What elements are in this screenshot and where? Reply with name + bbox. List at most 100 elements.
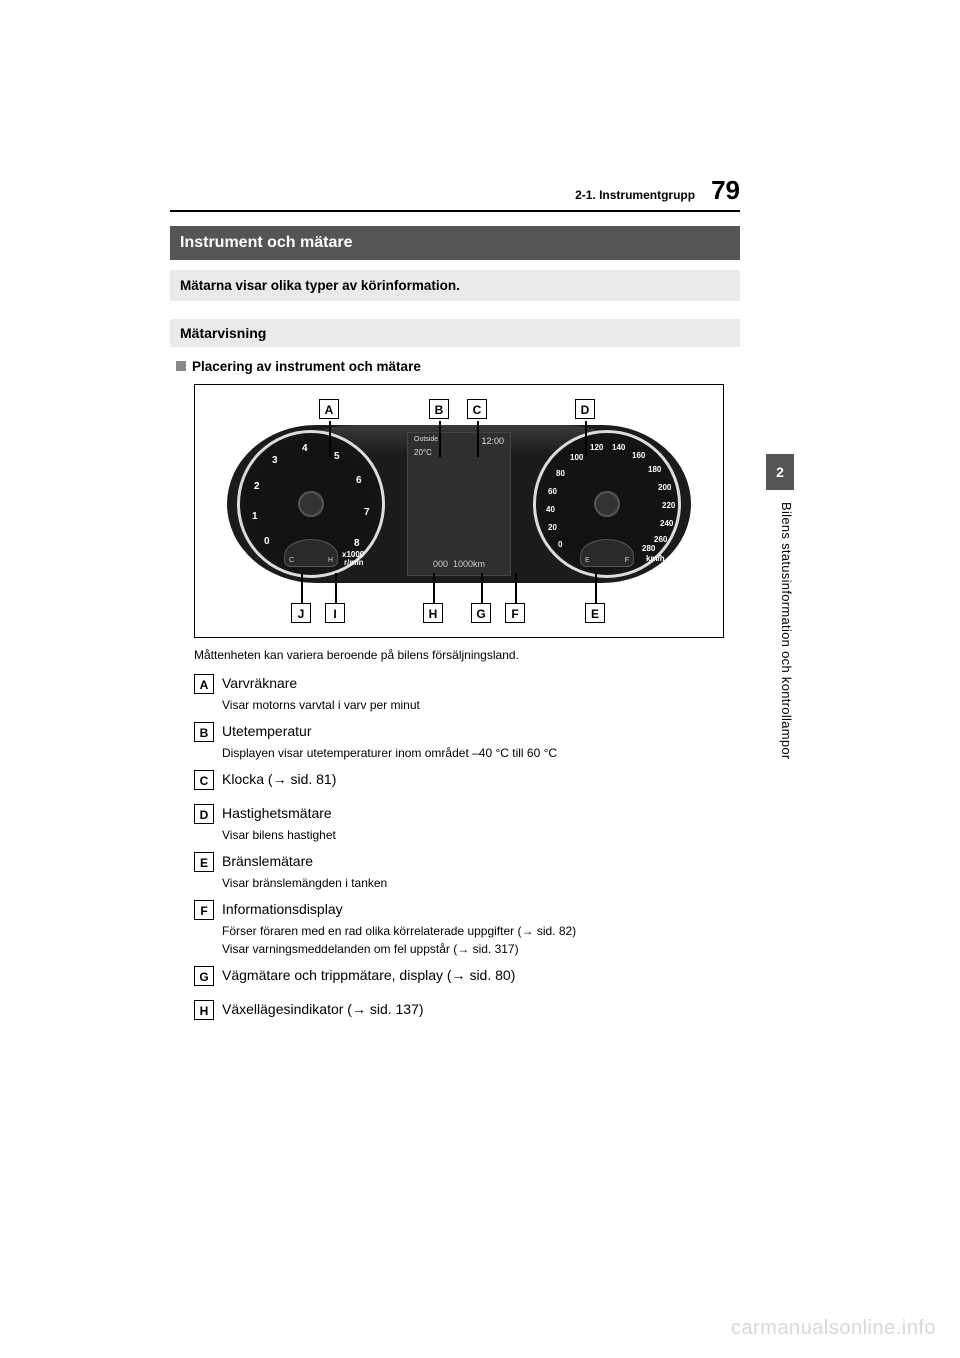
legend-desc: Displayen visar utetemperaturer inom omr…: [222, 746, 740, 760]
speed-tick: 220: [662, 501, 675, 510]
speed-tick: 80: [556, 469, 565, 478]
callout-leader: [585, 421, 587, 457]
legend-item: BUtetemperatur: [194, 722, 740, 742]
speed-tick: 200: [658, 483, 671, 492]
odometer: 000 1000km: [408, 559, 510, 569]
center-clock: 12:00: [481, 436, 504, 446]
odo-unit: 1000km: [453, 559, 485, 569]
legend-label: Hastighetsmätare: [222, 804, 332, 821]
legend-item: C Klocka (→ sid. 81): [194, 770, 740, 790]
legend-item: G Vägmätare och trippmätare, display (→ s…: [194, 966, 740, 986]
callout-leader: [481, 573, 483, 603]
fuel-gauge: E F: [580, 539, 634, 567]
legend-item: A Varvräknare: [194, 674, 740, 694]
legend-label: Utetemperatur: [222, 722, 311, 739]
callout-box: D: [575, 399, 595, 419]
watermark: carmanualsonline.info: [731, 1317, 936, 1340]
tacho-tick: 3: [272, 455, 278, 466]
dial-knob: [298, 491, 324, 517]
tacho-tick: 8: [354, 538, 360, 549]
callout-leader: [335, 573, 337, 603]
legend-desc: Visar motorns varvtal i varv per minut: [222, 698, 740, 712]
legend-desc: Visar bränslemängden i tanken: [222, 876, 740, 890]
legend-id-box: D: [194, 804, 214, 824]
tacho-tick: 7: [364, 507, 370, 518]
tacho-tick: 4: [302, 443, 308, 454]
tacho-tick: 0: [264, 536, 270, 547]
callout-box: H: [423, 603, 443, 623]
content-column: 2-1. Instrumentgrupp 79 Instrument och m…: [170, 175, 740, 1034]
instrument-cluster-figure: Outside 12:00 20°C 000 1000km C H: [207, 397, 711, 627]
callout-box: A: [319, 399, 339, 419]
callout-box: I: [325, 603, 345, 623]
odo-value: 000: [433, 559, 448, 569]
tacho-tick: 1: [252, 511, 258, 522]
legend-label: Informationsdisplay: [222, 900, 343, 917]
chapter-title-vertical: Bilens statusinformation och kontrollamp…: [766, 502, 794, 760]
outside-label: Outside: [414, 436, 438, 446]
dial-knob: [594, 491, 620, 517]
legend-desc: Visar bilens hastighet: [222, 828, 740, 842]
callout-leader: [329, 421, 331, 457]
bullet-square-icon: [176, 361, 186, 371]
legend-label: Bränslemätare: [222, 852, 313, 869]
legend-id-box: G: [194, 966, 214, 986]
callout-leader: [433, 573, 435, 603]
legend-id-box: E: [194, 852, 214, 872]
callout-box: F: [505, 603, 525, 623]
subsection-title: Mätarvisning: [170, 319, 740, 347]
section-title: Instrument och mätare: [170, 226, 740, 260]
callout-box: G: [471, 603, 491, 623]
legend-label: Vägmätare och trippmätare, display (→ si…: [222, 966, 515, 983]
figure-heading: Placering av instrument och mätare: [176, 359, 740, 374]
speed-tick: 180: [648, 465, 661, 474]
callout-leader: [301, 573, 303, 603]
tacho-tick: 5: [334, 451, 340, 462]
tacho-tick: 2: [254, 481, 260, 492]
speed-tick: 160: [632, 451, 645, 460]
page-header: 2-1. Instrumentgrupp 79: [170, 175, 740, 206]
figure-frame: Outside 12:00 20°C 000 1000km C H: [194, 384, 724, 638]
outside-temp: 20°C: [408, 445, 510, 460]
center-display: Outside 12:00 20°C 000 1000km: [407, 432, 511, 576]
legend-id-box: A: [194, 674, 214, 694]
legend-desc: Förser föraren med en rad olika körrelat…: [222, 924, 740, 938]
speed-tick: 40: [546, 505, 555, 514]
legend-id-box: H: [194, 1000, 214, 1020]
legend-id-box: F: [194, 900, 214, 920]
figure-note: Måttenheten kan variera beroende på bile…: [194, 648, 740, 662]
legend-id-box: C: [194, 770, 214, 790]
chapter-tab: 2: [766, 454, 794, 490]
speed-unit: km/h: [646, 554, 665, 563]
legend-label: Klocka (→ sid. 81): [222, 770, 336, 787]
manual-page: 2 Bilens statusinformation och kontrolla…: [0, 0, 960, 1358]
temp-h: H: [328, 557, 333, 564]
speed-tick: 240: [660, 519, 673, 528]
callout-leader: [515, 573, 517, 603]
temp-gauge: C H: [284, 539, 338, 567]
legend-desc: Visar varningsmeddelanden om fel uppstår…: [222, 942, 740, 956]
callout-box: B: [429, 399, 449, 419]
fuel-e: E: [585, 557, 590, 564]
legend-item: F Informationsdisplay: [194, 900, 740, 920]
section-intro: Mätarna visar olika typer av körinformat…: [170, 270, 740, 301]
temp-c: C: [289, 557, 294, 564]
callout-box: C: [467, 399, 487, 419]
speed-tick: 20: [548, 523, 557, 532]
legend-label: Varvräknare: [222, 674, 297, 691]
speed-tick: 0: [558, 540, 562, 549]
tacho-unit-bottom: r/min: [344, 558, 364, 567]
speed-tick: 120: [590, 443, 603, 452]
speed-tick: 140: [612, 443, 625, 452]
header-rule: [170, 210, 740, 212]
speed-tick: 280: [642, 544, 655, 553]
speed-tick: 100: [570, 453, 583, 462]
legend-label: Växellägesindikator (→ sid. 137): [222, 1000, 424, 1017]
tachometer-dial: C H 0 1 2 3 4 5 6 7 8 x1000 r/min: [237, 430, 385, 578]
legend-list: A Varvräknare Visar motorns varvtal i varv…: [170, 674, 740, 1034]
callout-leader: [595, 573, 597, 603]
callout-leader: [439, 421, 441, 457]
page-number: 79: [711, 175, 740, 206]
speed-tick: 60: [548, 487, 557, 496]
tacho-tick: 6: [356, 475, 362, 486]
